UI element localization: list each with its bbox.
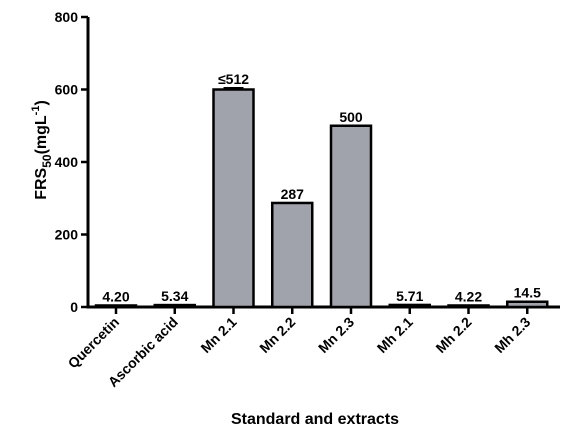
data-label: 5.34: [161, 288, 188, 304]
y-axis-title-sup: -1: [30, 106, 42, 116]
y-axis-title-unit: (mgL: [33, 115, 50, 154]
y-axis-title-close: ): [33, 100, 50, 105]
y-axis-title-sub: 50: [40, 154, 54, 168]
x-tick-label: Mn 2.1: [197, 314, 239, 356]
y-tick-label: 400: [55, 154, 79, 170]
data-label: 500: [339, 109, 363, 125]
bar: [271, 201, 314, 309]
x-tick-label: Mn 2.2: [256, 314, 298, 356]
y-tick-label: 0: [70, 299, 78, 315]
bar: [388, 303, 431, 309]
data-label: 5.71: [396, 288, 423, 304]
data-label: 14.5: [514, 285, 541, 301]
bar: [506, 300, 549, 309]
bar: [212, 88, 255, 309]
y-tick-label: 800: [55, 9, 79, 25]
bar: [94, 304, 138, 309]
x-tick-label: Quercetin: [65, 314, 123, 372]
x-tick-label: Mh 2.1: [374, 314, 416, 356]
data-label: ≤512: [218, 71, 249, 87]
bar: [329, 124, 373, 309]
data-label: 4.22: [455, 288, 482, 304]
x-tick-label: Mn 2.3: [315, 314, 357, 356]
data-labels: 4.20 5.34 ≤512 287 500 5.71 4.22 14.5: [102, 71, 541, 304]
y-axis: 0 200 400 600 800: [55, 9, 90, 315]
x-axis-title: Standard and extracts: [231, 411, 399, 428]
bars: [94, 87, 549, 309]
data-label: 4.20: [102, 288, 129, 304]
x-tick-label: Mh 2.3: [491, 314, 533, 356]
bar: [447, 304, 490, 309]
x-tick-label: Mh 2.2: [432, 314, 474, 356]
y-axis-title-main: FRS: [33, 167, 50, 199]
bar: [153, 303, 196, 309]
data-label: 287: [281, 186, 305, 202]
y-tick-label: 600: [55, 82, 79, 98]
y-axis-title: FRS50(mgL-1): [30, 100, 54, 200]
y-tick-label: 200: [55, 227, 79, 243]
